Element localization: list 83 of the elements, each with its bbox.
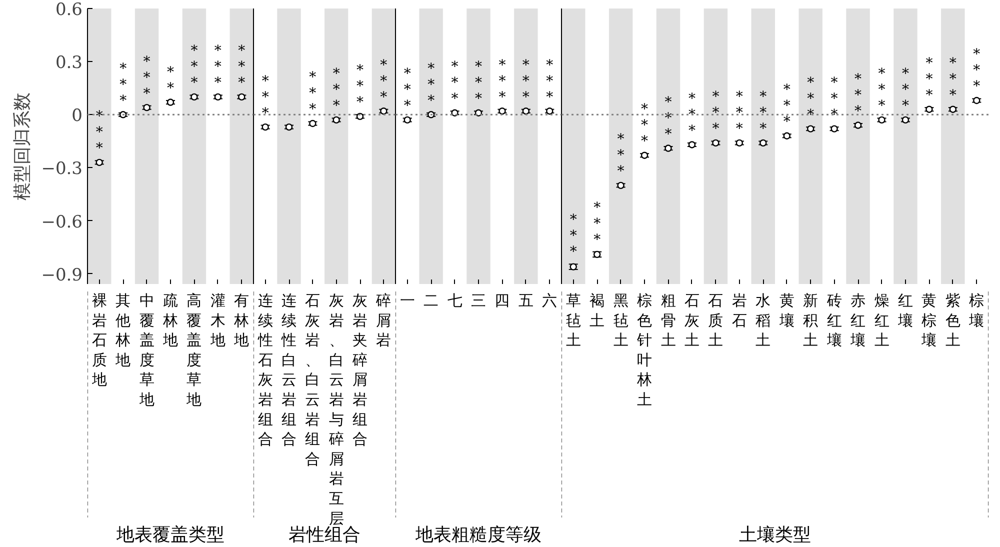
data-label: *** xyxy=(641,102,648,150)
y-tick-label: 0 xyxy=(72,106,83,126)
data-label: *** xyxy=(404,66,411,114)
data-label: *** xyxy=(522,57,530,106)
data-label: *** xyxy=(760,89,767,138)
x-tick-label: 连续性石灰岩组合 xyxy=(256,292,273,448)
y-tick-label: 0.6 xyxy=(55,0,83,20)
x-tick-label: 灌木地 xyxy=(209,292,226,350)
data-label: *** xyxy=(926,56,933,104)
data-label: * ** xyxy=(238,43,246,92)
x-tick-label: 紫色土 xyxy=(945,292,960,350)
data-label: *** xyxy=(807,75,814,124)
x-tick-label: 砖红壤 xyxy=(826,292,842,350)
x-tick-label: 燥红土 xyxy=(874,292,890,350)
x-tick-label: 七 xyxy=(447,292,462,310)
x-tick-label: 有林地 xyxy=(233,292,250,350)
x-tick-label: 草毡土 xyxy=(566,292,581,350)
data-label: *** xyxy=(712,89,720,138)
x-tick-label: 石质土 xyxy=(708,292,724,350)
x-tick-label: 黄棕壤 xyxy=(920,292,937,350)
data-label: *** xyxy=(380,57,388,106)
x-tick-label: 四 xyxy=(494,292,510,310)
data-label: *** xyxy=(143,54,150,102)
x-tick-label: 五 xyxy=(518,292,534,310)
data-label: *** xyxy=(878,66,886,114)
x-tick-label: 连续性白云岩组合 xyxy=(280,292,296,448)
x-tick-label: 中覆盖度草地 xyxy=(138,292,154,408)
data-label: *** xyxy=(332,66,340,114)
x-tick-label: 高覆盖度草地 xyxy=(186,292,202,408)
x-tick-label: 六 xyxy=(542,292,558,310)
data-label: *** xyxy=(736,89,743,138)
x-tick-label: 灰岩夹碎屑岩组合 xyxy=(352,292,368,448)
x-tick-label: 褐土 xyxy=(590,292,605,330)
x-tick-label: 水稻土 xyxy=(756,292,771,350)
data-label: *** xyxy=(309,70,316,118)
data-label: *** xyxy=(262,73,269,122)
data-label: *** xyxy=(854,72,862,120)
x-tick-label: 三 xyxy=(471,292,486,310)
x-tick-label: 粗骨土 xyxy=(660,292,676,350)
category-label: 灰岩、白云岩与碎屑岩互层 xyxy=(328,292,344,528)
x-axis-title: 岩性组合 xyxy=(288,524,360,546)
x-tick-label: 石灰土 xyxy=(684,292,700,350)
x-tick-label: 一 xyxy=(400,292,415,310)
x-tick-label: 新积土 xyxy=(803,292,818,350)
data-label: *** xyxy=(356,62,364,111)
data-label: *** xyxy=(498,57,506,106)
y-tick-label: 0.3 xyxy=(55,53,83,74)
data-label: *** xyxy=(451,59,458,108)
data-label: *** xyxy=(973,46,980,95)
y-tick-label: −0.9 xyxy=(41,265,82,286)
x-tick-label: 裸岩石质地 xyxy=(90,292,107,389)
data-label: *** xyxy=(475,59,482,108)
x-tick-label: 疏林地 xyxy=(162,292,178,350)
data-label: *** xyxy=(902,66,909,114)
x-tick-label: 其他林地 xyxy=(114,292,131,369)
data-label: * ** xyxy=(214,43,222,92)
data-label: *** xyxy=(570,212,577,260)
y-tick-label: −0.6 xyxy=(41,212,82,232)
x-tick-label: 红壤 xyxy=(896,292,913,330)
y-tick-label: −0.3 xyxy=(41,159,82,180)
x-tick-label: 岩石 xyxy=(732,292,747,330)
x-axis-title: 地表覆盖类型 xyxy=(116,524,224,546)
data-label: ** xyxy=(167,64,174,96)
data-label: *** xyxy=(546,57,554,106)
x-tick-label: 黑毡土 xyxy=(613,292,628,350)
data-label: *** xyxy=(783,82,790,130)
data-label: * ** xyxy=(190,43,198,92)
data-label: *** xyxy=(428,60,435,109)
x-tick-label: 赤红壤 xyxy=(850,292,866,350)
data-label: *** xyxy=(120,60,127,109)
y-axis-title: 模型回归系数 xyxy=(12,92,34,200)
x-tick-label: 棕色针叶林土 xyxy=(636,292,652,408)
x-tick-label: 黄壤 xyxy=(778,292,794,330)
data-label: *** xyxy=(949,56,956,104)
x-tick-label: 二 xyxy=(424,292,439,310)
data-label: *** xyxy=(830,75,838,124)
x-axis-title: 土壤类型 xyxy=(739,524,811,546)
x-axis-title: 地表粗糙度等级 xyxy=(414,524,542,546)
data-label: *** xyxy=(617,132,624,180)
data-label: *** xyxy=(594,200,601,248)
x-tick-label: 棕壤 xyxy=(968,292,984,330)
x-tick-label: 碎屑岩 xyxy=(375,292,392,350)
category-label: 石灰岩、白云岩组合 xyxy=(305,292,320,468)
